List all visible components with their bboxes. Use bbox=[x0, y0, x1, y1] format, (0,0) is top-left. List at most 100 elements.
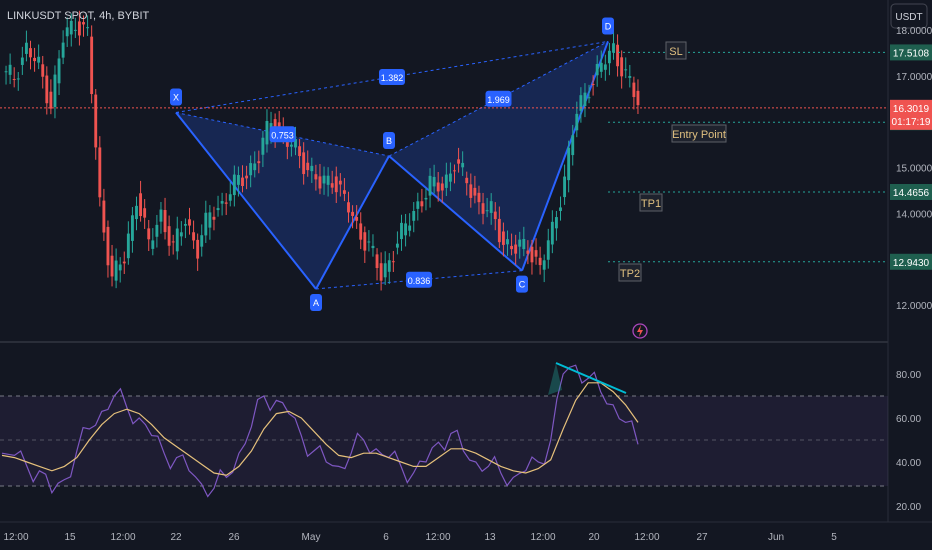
time-tick-label: 20 bbox=[588, 532, 600, 543]
rsi-line bbox=[1, 364, 639, 498]
pattern-leg bbox=[521, 41, 609, 271]
candle-body bbox=[347, 202, 350, 213]
candle-body bbox=[542, 260, 546, 270]
ratio-label: 0.836 bbox=[408, 276, 431, 286]
rsi-pane[interactable] bbox=[0, 343, 888, 521]
candle-body bbox=[628, 76, 632, 78]
candle-body bbox=[530, 246, 534, 263]
candle-body bbox=[228, 194, 232, 201]
candle-body bbox=[236, 175, 240, 185]
pattern-triangle-bcd bbox=[389, 41, 608, 271]
currency-button[interactable]: USDT bbox=[890, 3, 928, 29]
candle-body bbox=[188, 219, 191, 226]
pattern-ratio-line bbox=[388, 41, 609, 157]
candle-body bbox=[444, 174, 448, 188]
candle-body bbox=[453, 170, 456, 172]
candle-body bbox=[481, 203, 485, 214]
time-tick-label: 26 bbox=[228, 532, 240, 543]
tp1-label: TP1 bbox=[639, 193, 663, 212]
time-tick-label: 5 bbox=[831, 532, 837, 543]
point-badge-a bbox=[310, 293, 322, 311]
price-axis[interactable]: 18.0000 17.0000 15.0000 14.0000 12.0000 bbox=[896, 26, 932, 312]
candle-body bbox=[192, 232, 196, 241]
candle-body bbox=[163, 210, 167, 233]
time-tick-label: 27 bbox=[696, 532, 708, 543]
candle-body bbox=[465, 177, 469, 184]
candle-body bbox=[636, 90, 640, 106]
candle-body bbox=[310, 165, 314, 172]
price-pane[interactable] bbox=[0, 0, 888, 342]
candle-body bbox=[8, 64, 12, 75]
candle-body bbox=[624, 69, 628, 71]
rsi-tick-label: 60.00 bbox=[896, 414, 921, 425]
candle-body bbox=[196, 239, 200, 259]
candle-body bbox=[440, 183, 444, 191]
candle-body bbox=[599, 62, 603, 72]
level-tag: 12.9430 bbox=[893, 258, 930, 269]
currency-label: USDT bbox=[895, 12, 922, 23]
pattern-point-labels: X A B C D bbox=[170, 17, 614, 311]
candle-body bbox=[204, 212, 208, 236]
entry-text: Entry Point bbox=[672, 129, 726, 141]
time-tick-label: 22 bbox=[170, 532, 182, 543]
candle-body bbox=[130, 215, 134, 241]
time-tick-label: 12:00 bbox=[530, 532, 555, 543]
time-tick-label: 15 bbox=[64, 532, 76, 543]
candle-body bbox=[61, 42, 65, 58]
candle-body bbox=[363, 232, 367, 251]
candle-body bbox=[179, 232, 183, 237]
price-tick-label: 15.0000 bbox=[896, 164, 932, 175]
candle-body bbox=[143, 208, 147, 218]
candle-body bbox=[167, 226, 171, 246]
flash-icon[interactable] bbox=[632, 323, 648, 339]
rsi-axis[interactable]: 80.00 60.00 40.00 20.00 bbox=[896, 370, 921, 513]
candle-body bbox=[241, 177, 244, 187]
price-axis-tags: 17.510815.988214.465612.943016.301901:17… bbox=[890, 44, 932, 270]
pattern-ratio-labels: 1.382 0.753 1.969 0.836 bbox=[269, 68, 512, 288]
candle-body bbox=[135, 205, 138, 220]
entry-label: Entry Point bbox=[671, 124, 727, 143]
current-price-tag-bg bbox=[890, 99, 932, 130]
ratio-badge bbox=[379, 68, 405, 85]
pattern-leg bbox=[388, 155, 523, 272]
time-tick-label: Jun bbox=[768, 532, 784, 543]
rsi-tick-label: 20.00 bbox=[896, 502, 921, 513]
rsi-tick-label: 80.00 bbox=[896, 370, 921, 381]
candle-body bbox=[591, 84, 595, 86]
candle-body bbox=[33, 57, 37, 62]
candle-body bbox=[383, 263, 387, 278]
candle-body bbox=[571, 135, 575, 156]
candle-body bbox=[183, 224, 187, 226]
candle-body bbox=[579, 95, 583, 111]
rsi-band bbox=[0, 396, 888, 486]
candle-body bbox=[245, 175, 249, 179]
ratio-badge bbox=[485, 90, 512, 107]
level-tag-bg bbox=[890, 253, 932, 270]
pattern-leg bbox=[175, 111, 317, 290]
candle-body bbox=[522, 238, 526, 250]
rsi-tick-label: 40.00 bbox=[896, 458, 921, 469]
candle-body bbox=[45, 75, 49, 104]
candle-body bbox=[632, 82, 636, 98]
time-axis[interactable]: 12:00 15 12:00 22 26 May 6 12:00 13 12:00 20 12:00 2… bbox=[3, 532, 837, 543]
candle-body bbox=[41, 64, 45, 77]
candle-body bbox=[232, 174, 236, 196]
candle-body bbox=[253, 163, 257, 171]
ratio-label: 0.753 bbox=[271, 130, 294, 140]
candle-body bbox=[216, 208, 220, 211]
candle-body bbox=[546, 240, 550, 260]
time-tick-label: 12:00 bbox=[3, 532, 28, 543]
candle-body bbox=[106, 226, 110, 266]
candle-body bbox=[497, 218, 501, 243]
candle-body bbox=[175, 228, 179, 252]
point-badge-c bbox=[516, 275, 528, 293]
candle-body bbox=[98, 147, 102, 198]
candle-body bbox=[518, 239, 522, 247]
current-price-tag: 16.3019 bbox=[893, 104, 930, 115]
candle-body bbox=[208, 212, 212, 228]
candle-body bbox=[510, 245, 514, 250]
candle-body bbox=[171, 241, 175, 243]
candle-body bbox=[461, 162, 465, 168]
candle-body bbox=[607, 50, 611, 64]
